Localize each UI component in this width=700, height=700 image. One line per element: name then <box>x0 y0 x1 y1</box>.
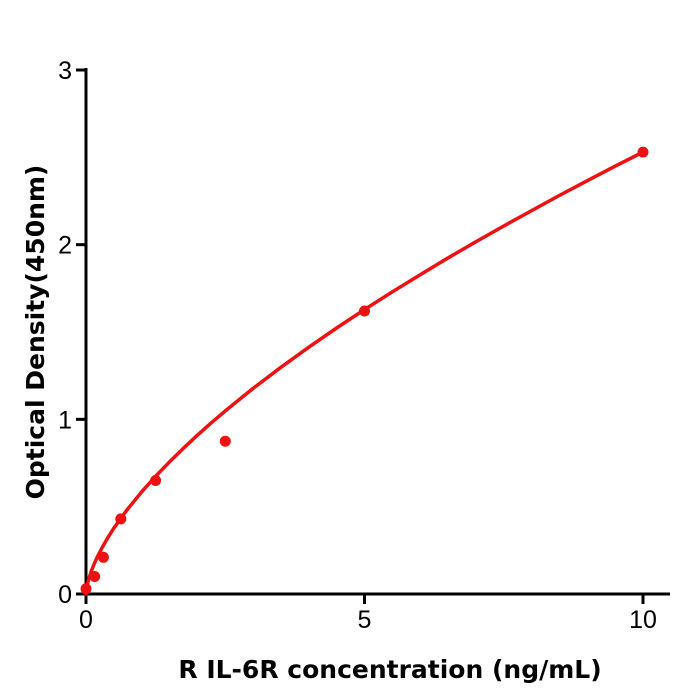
data-point <box>115 513 127 525</box>
data-point <box>219 435 231 447</box>
standard-curve-path <box>84 150 645 596</box>
data-point <box>89 571 101 582</box>
axes: 0 5 10 0 1 2 3 <box>58 57 670 634</box>
data-point <box>150 475 162 486</box>
x-tick-label-5: 5 <box>358 606 372 634</box>
x-axis-title: R IL-6R concentration (ng/mL) <box>178 655 601 684</box>
y-tick-label-0: 0 <box>58 581 72 609</box>
y-tick-label-3: 3 <box>58 57 72 85</box>
fit-curve <box>84 150 645 596</box>
x-tick-label-0: 0 <box>79 606 93 634</box>
y-tick-label-2: 2 <box>58 232 72 260</box>
data-point <box>80 583 92 595</box>
y-axis-title: Optical Density(450nm) <box>21 165 50 500</box>
x-tick-label-10: 10 <box>629 606 657 634</box>
data-point <box>97 551 109 563</box>
data-point <box>637 146 649 158</box>
data-point <box>359 305 370 317</box>
data-points <box>80 146 649 595</box>
y-tick-label-1: 1 <box>58 406 72 434</box>
